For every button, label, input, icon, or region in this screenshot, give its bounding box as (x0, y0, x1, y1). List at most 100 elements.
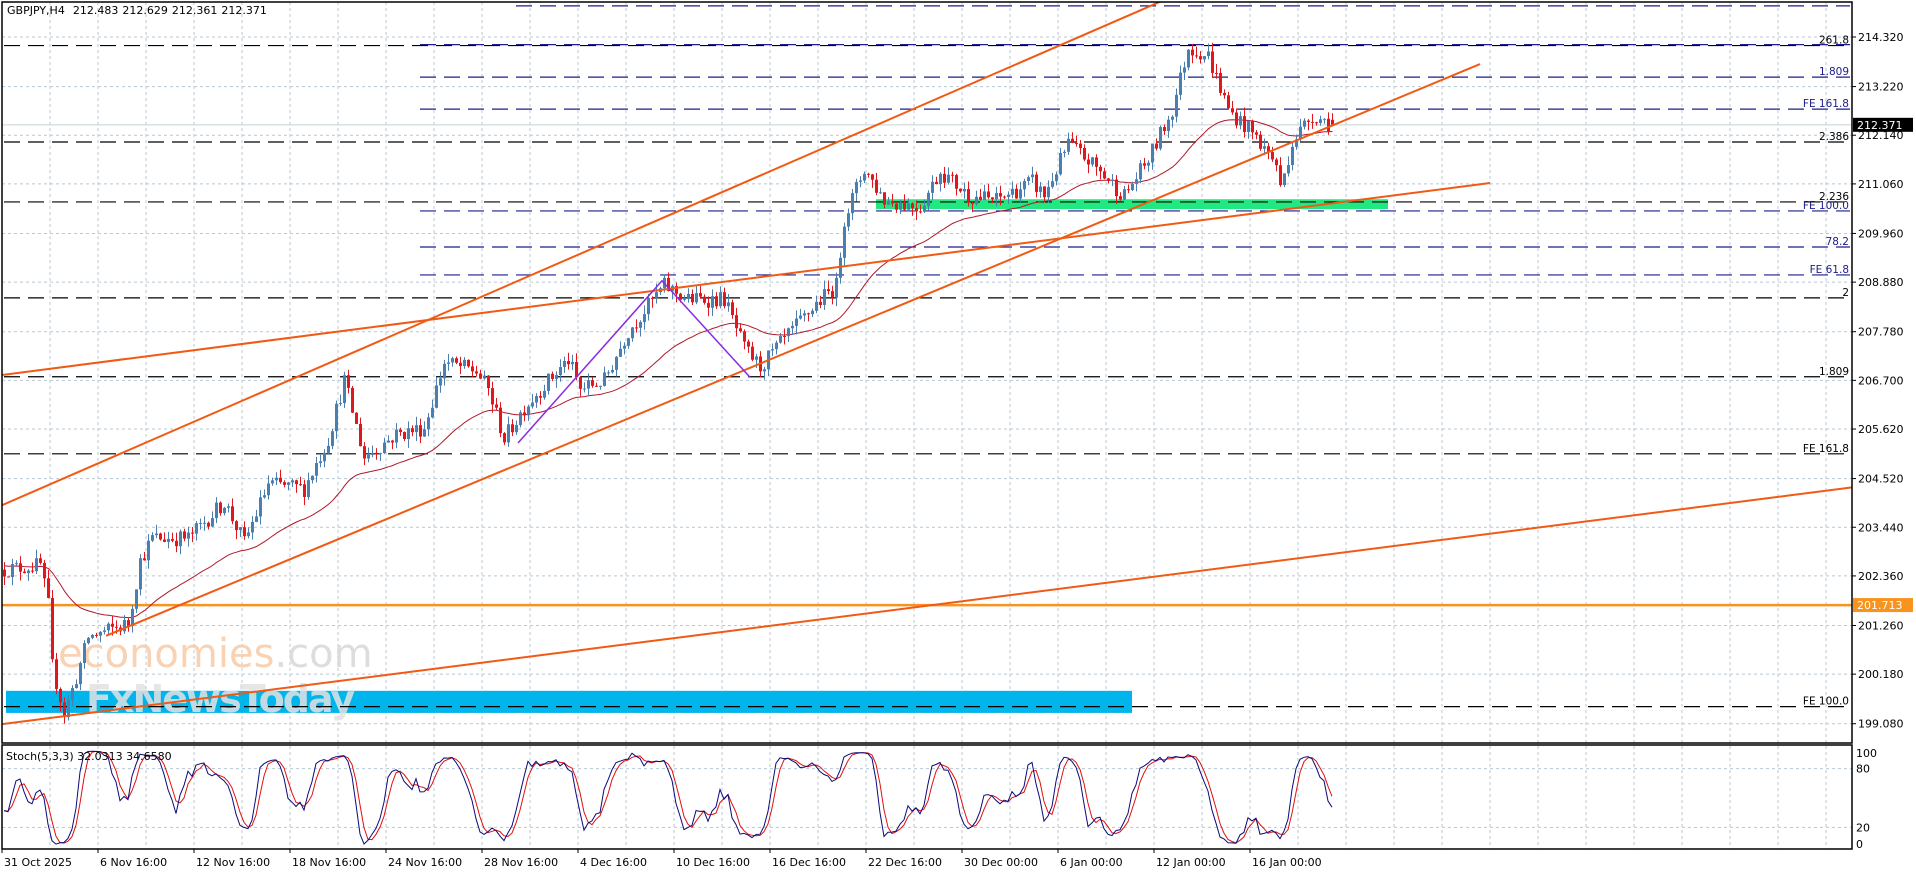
candle-body (763, 369, 766, 372)
stoch-panel-frame (1, 744, 1853, 850)
candle-body (259, 497, 262, 517)
candle (1191, 44, 1194, 64)
candle-body (1123, 189, 1126, 200)
candle-body (447, 362, 450, 364)
level-label: FE 161.8 (1803, 443, 1849, 455)
price-tick-label: 214.320 (1858, 31, 1904, 44)
candle-body (707, 302, 710, 308)
candle (63, 697, 66, 724)
candle-body (835, 277, 838, 298)
candle-body (103, 630, 106, 632)
candle-body (975, 196, 978, 204)
candle-body (1011, 188, 1014, 195)
candle-body (391, 440, 394, 443)
candle (287, 481, 290, 491)
candle (823, 280, 826, 310)
time-tick-label: 10 Dec 16:00 (676, 856, 750, 869)
trendline[interactable] (2, 486, 1854, 726)
candle (491, 381, 494, 413)
price-tick-label: 213.220 (1858, 81, 1904, 94)
time-tick-label: 28 Nov 16:00 (484, 856, 558, 869)
candle-body (1303, 120, 1306, 127)
candle-body (1323, 118, 1326, 120)
candle (563, 356, 566, 374)
main-price-panel[interactable]: economies.com FxNewsToday 261.8 1.809 FE 1… (2, 0, 1854, 726)
candle (859, 176, 862, 188)
candle (427, 412, 430, 437)
candle-body (619, 348, 622, 357)
candle (863, 171, 866, 184)
candle-body (547, 373, 550, 391)
candle (955, 173, 958, 196)
candle-body (1027, 177, 1030, 182)
price-tick-label: 206.700 (1858, 374, 1904, 387)
price-axis[interactable]: 214.320 213.220 212.140 211.060 209.960 208.8… (1852, 31, 1913, 851)
candle-body (1047, 186, 1050, 198)
green-zone[interactable] (876, 199, 1388, 210)
candle (551, 371, 554, 382)
candle-body (943, 173, 946, 183)
candle-body (399, 429, 402, 432)
candle (379, 452, 382, 462)
candle-body (211, 518, 214, 527)
candle (975, 190, 978, 206)
trendline[interactable] (2, 0, 1164, 507)
candle (567, 352, 570, 370)
candle (455, 356, 458, 365)
candle-body (1139, 163, 1142, 180)
candle-body (1167, 119, 1170, 132)
time-axis[interactable]: 31 Oct 2025 6 Nov 16:00 12 Nov 16:00 18 Nov… (1, 849, 1322, 869)
candle-body (523, 412, 526, 416)
candle (1155, 138, 1158, 151)
blue-zone[interactable] (6, 690, 1132, 713)
candle-body (1279, 165, 1282, 186)
candle-body (311, 475, 314, 481)
candle-body (935, 181, 938, 185)
candle (451, 356, 454, 367)
candle-body (1235, 112, 1238, 126)
candle (611, 365, 614, 374)
candle (51, 589, 54, 663)
candle (263, 489, 266, 499)
candle (1311, 113, 1314, 129)
candle-body (55, 659, 58, 690)
trendline[interactable] (2, 182, 1491, 376)
candle-body (499, 407, 502, 434)
stochastic-panel[interactable] (3, 750, 1333, 845)
zigzag-line[interactable] (517, 279, 751, 444)
candle-body (1311, 121, 1314, 123)
candle (99, 631, 102, 643)
candle (267, 475, 270, 500)
candle (607, 370, 610, 376)
candle (855, 178, 858, 202)
candle-body (731, 302, 734, 316)
support-price-marker (1853, 598, 1913, 613)
candle (959, 188, 962, 193)
candle (347, 369, 350, 394)
level-label: 2.386 (1819, 131, 1849, 143)
candle (431, 399, 434, 419)
candle (255, 509, 258, 523)
trendlines[interactable] (2, 0, 1854, 726)
candle (395, 423, 398, 449)
candle (831, 285, 834, 305)
trendline[interactable] (105, 63, 1481, 637)
candle (979, 188, 982, 201)
candle-body (603, 372, 606, 386)
candle (123, 615, 126, 634)
candle-body (1091, 157, 1094, 165)
candle-body (407, 428, 410, 440)
candle (299, 476, 302, 487)
candle (31, 562, 34, 574)
candle (839, 252, 842, 284)
candle (27, 569, 30, 581)
candle-body (291, 480, 294, 483)
candle (715, 292, 718, 309)
candle-body (139, 558, 142, 590)
candle-body (255, 516, 258, 522)
candle-body (459, 362, 462, 367)
price-tick-label: 200.180 (1858, 668, 1904, 681)
candle (159, 532, 162, 541)
candle-body (1019, 189, 1022, 199)
